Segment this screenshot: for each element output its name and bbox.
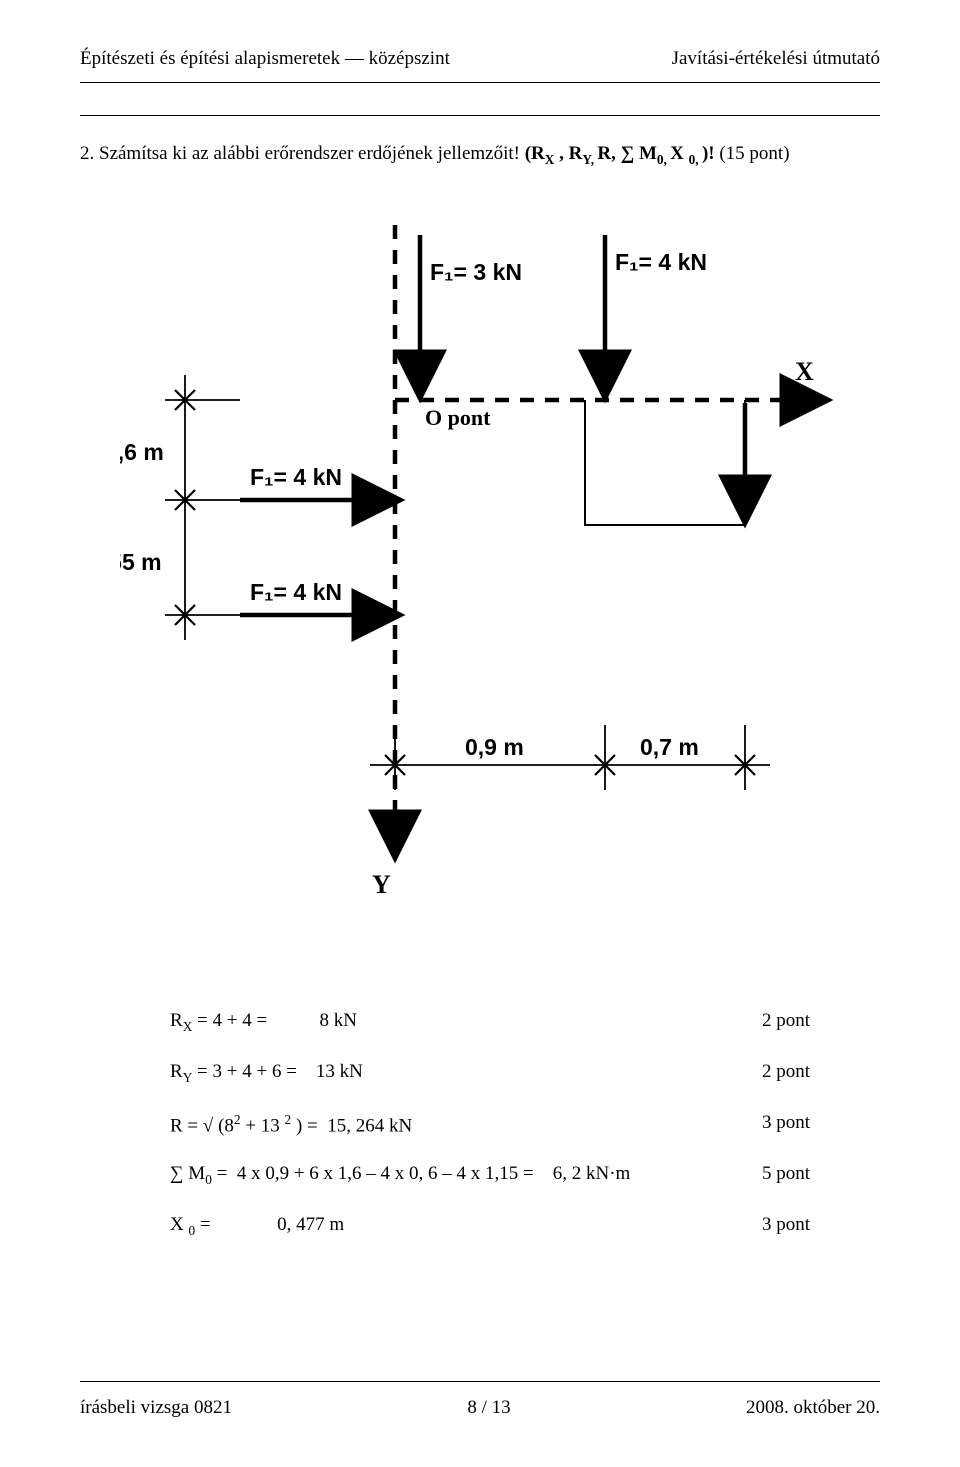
- calc-row: RY = 3 + 4 + 6 = 13 kN 2 pont: [170, 1061, 810, 1086]
- header-rule-1: [80, 82, 880, 83]
- question-text: 2. Számítsa ki az alábbi erőrendszer erd…: [80, 143, 880, 168]
- q-m1: , R: [554, 143, 582, 164]
- y-axis-label: Y: [372, 870, 391, 899]
- calc-right: 3 pont: [762, 1112, 810, 1137]
- header-left: Építészeti és építési alapismeretek — kö…: [80, 48, 450, 70]
- footer-left: írásbeli vizsga 0821: [80, 1397, 232, 1419]
- dim-06m-label: 0,6 m: [120, 439, 164, 465]
- calc-row: R = √ (82 + 13 2 ) = 15, 264 kN 3 pont: [170, 1112, 810, 1137]
- force-4kn-mid-label: F₁= 4 kN: [250, 464, 342, 490]
- calc-left: X 0 = 0, 477 m: [170, 1214, 344, 1239]
- calc-row: ∑ M0 = 4 x 0,9 + 6 x 1,6 – 4 x 0, 6 – 4 …: [170, 1163, 810, 1188]
- calc-row: X 0 = 0, 477 m 3 pont: [170, 1214, 810, 1239]
- q-s3: 0,: [657, 152, 670, 167]
- footer-center: 8 / 13: [467, 1397, 510, 1419]
- calc-row: RX = 4 + 4 = 8 kN 2 pont: [170, 1010, 810, 1035]
- header-rule-2: [80, 115, 880, 116]
- q-s1: X: [545, 152, 555, 167]
- header-right: Javítási-értékelési útmutató: [672, 48, 880, 70]
- calculations-block: RX = 4 + 4 = 8 kN 2 pont RY = 3 + 4 + 6 …: [170, 1010, 810, 1265]
- x-axis-label: X: [795, 357, 814, 386]
- page-footer: írásbeli vizsga 0821 8 / 13 2008. októbe…: [80, 1397, 880, 1419]
- footer-right: 2008. október 20.: [746, 1397, 880, 1419]
- calc-right: 2 pont: [762, 1061, 810, 1086]
- calc-right: 5 pont: [762, 1163, 810, 1188]
- calc-right: 2 pont: [762, 1010, 810, 1035]
- question-points: (15 pont): [715, 143, 790, 164]
- q-m3: X: [670, 143, 688, 164]
- footer-rule: [80, 1381, 880, 1382]
- force-4kn-low-label: F₁= 4 kN: [250, 579, 342, 605]
- page-header: Építészeti és építési alapismeretek — kö…: [0, 0, 960, 76]
- calc-left: RX = 4 + 4 = 8 kN: [170, 1010, 357, 1035]
- q-s4: 0,: [689, 152, 702, 167]
- q-b1: (R: [525, 143, 545, 164]
- force-diagram: X Y F₁= 3 kN F₁= 4 kN O pont F₁= 4 kN F₁…: [120, 225, 840, 985]
- o-pont-label: O pont: [425, 405, 491, 430]
- dim-07m-label: 0,7 m: [640, 734, 699, 760]
- q-m2: R, ∑ M: [597, 143, 656, 164]
- calc-left: RY = 3 + 4 + 6 = 13 kN: [170, 1061, 363, 1086]
- force-4kn-top-label: F₁= 4 kN: [615, 249, 707, 275]
- box-path: [585, 400, 745, 525]
- calc-right: 3 pont: [762, 1214, 810, 1239]
- calc-left: ∑ M0 = 4 x 0,9 + 6 x 1,6 – 4 x 0, 6 – 4 …: [170, 1163, 630, 1188]
- force-3kn-label: F₁= 3 kN: [430, 259, 522, 285]
- q-close: )!: [702, 143, 715, 164]
- dim-055m-label: 0,55 m: [120, 549, 162, 575]
- dim-09m-label: 0,9 m: [465, 734, 524, 760]
- question-prefix: 2. Számítsa ki az alábbi erőrendszer erd…: [80, 143, 525, 164]
- calc-left: R = √ (82 + 13 2 ) = 15, 264 kN: [170, 1112, 412, 1137]
- q-s2: Y,: [582, 152, 597, 167]
